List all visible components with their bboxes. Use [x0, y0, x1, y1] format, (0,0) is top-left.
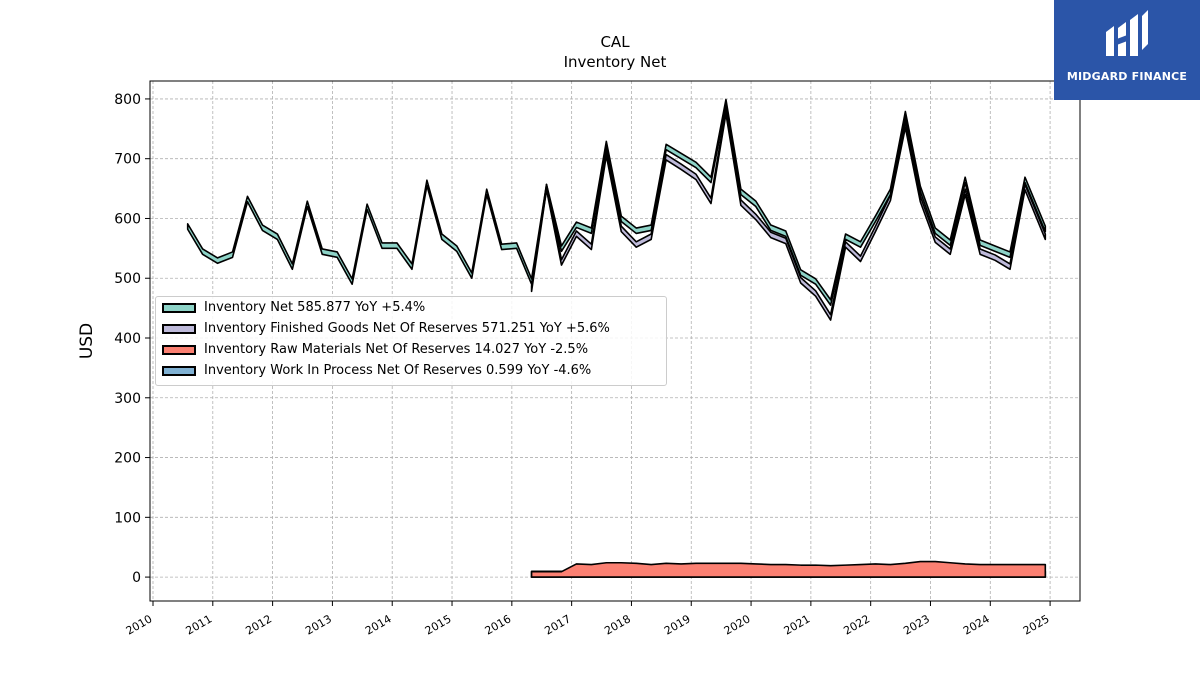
x-tick-label: 2014: [363, 612, 394, 637]
x-tick-label: 2013: [303, 612, 334, 637]
series-inventory-raw-materials-net-of-reserves: [530, 560, 1047, 578]
mh-monogram-icon: [1106, 10, 1148, 56]
x-tick-label: 2016: [483, 612, 514, 637]
legend-label: Inventory Work In Process Net Of Reserve…: [204, 363, 592, 378]
x-tick-label: 2018: [602, 612, 633, 637]
y-tick-label: 300: [114, 391, 141, 407]
y-tick-label: 400: [114, 331, 141, 347]
legend-item-raw-materials: Inventory Raw Materials Net Of Reserves …: [160, 340, 660, 360]
legend-item-inventory-net: Inventory Net 585.877 YoY +5.4%: [160, 298, 660, 318]
y-tick-label: 600: [114, 211, 141, 227]
x-tick-label: 2015: [423, 612, 454, 637]
x-tick-label: 2019: [662, 612, 693, 637]
legend-swatch: [162, 366, 196, 376]
legend-swatch: [162, 303, 196, 313]
y-axis-label: USD: [77, 323, 97, 359]
y-tick-label: 700: [114, 152, 141, 168]
x-tick-label: 2010: [124, 612, 155, 637]
x-tick-label: 2020: [722, 612, 753, 637]
series-band: [186, 98, 1047, 306]
series-band: [530, 107, 1047, 321]
y-tick-label: 200: [114, 451, 141, 467]
y-tick-label: 800: [114, 92, 141, 108]
legend-item-work-in-process: Inventory Work In Process Net Of Reserve…: [160, 361, 660, 381]
chart-title: CAL: [600, 33, 630, 51]
legend: Inventory Net 585.877 YoY +5.4% Inventor…: [155, 296, 667, 386]
x-axis: 2010 2011 2012 2013 2014 2015 2016 2017 2018 2019…: [124, 601, 1052, 638]
x-tick-label: 2017: [542, 612, 573, 637]
x-tick-label: 2022: [841, 612, 872, 637]
series-areas: [186, 98, 1047, 578]
legend-label: Inventory Raw Materials Net Of Reserves …: [204, 342, 589, 357]
y-tick-label: 0: [132, 570, 141, 586]
x-tick-label: 2024: [961, 612, 992, 637]
series-inventory-finished-goods-net-of-reserves: [530, 107, 1047, 321]
x-tick-label: 2012: [243, 612, 274, 637]
x-tick-label: 2021: [782, 612, 813, 637]
brand-logo: MIDGARD FINANCE: [1054, 0, 1200, 100]
series-inventory-net: [186, 98, 1047, 306]
plot-frame: [149, 80, 1081, 602]
brand-name: MIDGARD FINANCE: [1066, 70, 1188, 83]
x-tick-label: 2025: [1021, 612, 1052, 637]
x-tick-label: 2011: [184, 612, 215, 637]
y-axis: 0 100 200 300 400 500 600 700 800: [114, 92, 150, 586]
chart-subtitle: Inventory Net: [563, 53, 667, 71]
x-tick-label: 2023: [901, 612, 932, 637]
series-band: [530, 560, 1047, 578]
legend-label: Inventory Net 585.877 YoY +5.4%: [204, 300, 426, 315]
y-tick-label: 500: [114, 271, 141, 287]
legend-label: Inventory Finished Goods Net Of Reserves…: [204, 321, 610, 336]
legend-swatch: [162, 324, 196, 334]
y-tick-label: 100: [114, 510, 141, 526]
legend-item-finished-goods: Inventory Finished Goods Net Of Reserves…: [160, 319, 660, 339]
legend-swatch: [162, 345, 196, 355]
